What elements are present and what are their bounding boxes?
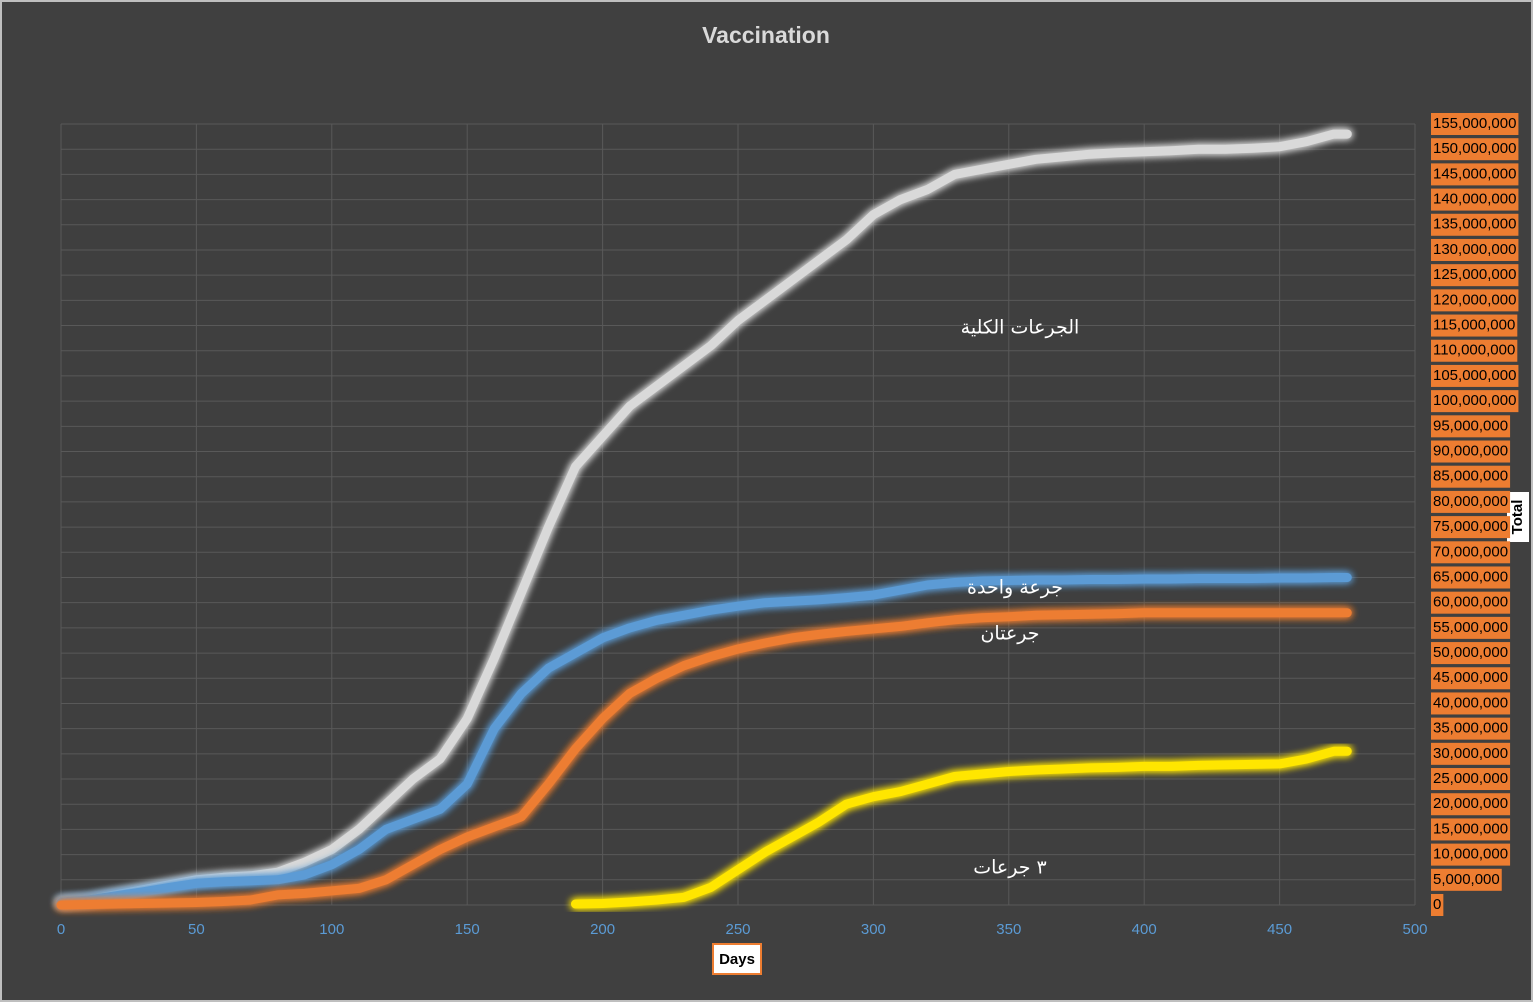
y-tick-label: 10,000,000	[1433, 846, 1508, 863]
y-tick-label: 0	[1433, 896, 1441, 913]
y-tick-label-bg	[1431, 642, 1511, 665]
y-tick-label-bg	[1431, 364, 1519, 387]
y-tick-label: 30,000,000	[1433, 745, 1508, 762]
y-tick-label: 15,000,000	[1433, 820, 1508, 837]
x-label-box	[712, 943, 762, 975]
series-label: الجرعات الكلية	[961, 317, 1080, 339]
y-tick-label: 110,000,000	[1433, 342, 1515, 359]
y-tick-label: 140,000,000	[1433, 191, 1516, 208]
x-tick-label: 500	[1402, 921, 1427, 938]
y-tick-label: 60,000,000	[1433, 594, 1508, 611]
x-tick-label: 150	[455, 921, 480, 938]
y-tick-label-bg	[1431, 213, 1519, 236]
x-tick-label: 300	[861, 921, 886, 938]
y-tick-label-bg	[1431, 163, 1519, 186]
y-tick-label-bg	[1431, 692, 1511, 715]
y-axis-label: Total	[1509, 500, 1526, 535]
y-tick-label: 55,000,000	[1433, 619, 1508, 636]
chart-title: Vaccination	[702, 22, 830, 48]
y-tick-label-bg	[1431, 138, 1519, 161]
series-label: جرعة واحدة	[967, 577, 1063, 599]
y-tick-label-bg	[1431, 818, 1511, 841]
y-tick-label-bg	[1431, 843, 1511, 866]
y-tick-label-bg	[1431, 742, 1511, 765]
y-tick-label: 100,000,000	[1433, 392, 1516, 409]
y-tick-label-bg	[1431, 339, 1518, 362]
y-tick-label: 130,000,000	[1433, 241, 1516, 258]
y-tick-label-bg	[1431, 667, 1511, 690]
y-tick-label-bg	[1431, 238, 1519, 261]
x-tick-label: 250	[725, 921, 750, 938]
y-tick-label-bg	[1431, 390, 1519, 413]
y-label-box	[1507, 492, 1529, 542]
x-axis-label: Days	[719, 951, 755, 968]
y-tick-label: 120,000,000	[1433, 291, 1516, 308]
y-tick-label: 5,000,000	[1433, 871, 1500, 888]
y-tick-label-bg	[1431, 768, 1511, 791]
y-tick-label: 85,000,000	[1433, 468, 1508, 485]
x-tick-label: 0	[57, 921, 65, 938]
y-tick-label: 145,000,000	[1433, 165, 1516, 182]
y-tick-label: 115,000,000	[1433, 317, 1515, 334]
y-tick-label: 105,000,000	[1433, 367, 1516, 384]
y-tick-label-bg	[1431, 868, 1502, 891]
y-tick-label: 80,000,000	[1433, 493, 1508, 510]
y-tick-label-bg	[1431, 289, 1519, 312]
y-tick-label: 25,000,000	[1433, 770, 1508, 787]
series-line	[571, 746, 1352, 909]
y-tick-label-bg	[1431, 894, 1444, 916]
y-tick-label: 20,000,000	[1433, 795, 1508, 812]
series-line	[56, 573, 1352, 907]
x-tick-label: 100	[319, 921, 344, 938]
y-tick-label: 40,000,000	[1433, 694, 1508, 711]
y-tick-label-bg	[1431, 440, 1511, 463]
y-tick-label: 95,000,000	[1433, 417, 1508, 434]
y-tick-label-bg	[1431, 516, 1511, 539]
plot-area: 0 5,000,000 10,000,000 15,000,000 20,000,000…	[56, 113, 1519, 938]
x-tick-label: 450	[1267, 921, 1292, 938]
y-tick-label-bg	[1431, 314, 1518, 337]
y-tick-label: 50,000,000	[1433, 644, 1508, 661]
y-tick-label: 90,000,000	[1433, 442, 1508, 459]
series-label: ٣ جرعات	[973, 857, 1047, 879]
y-tick-label: 65,000,000	[1433, 568, 1508, 585]
y-tick-label: 135,000,000	[1433, 216, 1516, 233]
x-tick-label: 50	[188, 921, 205, 938]
series-label: جرعتان	[980, 623, 1039, 645]
y-tick-label-bg	[1431, 465, 1511, 488]
y-tick-label: 75,000,000	[1433, 518, 1508, 535]
y-tick-label-bg	[1431, 264, 1519, 287]
y-tick-label-bg	[1431, 591, 1511, 614]
y-tick-label-bg	[1431, 566, 1511, 589]
x-tick-label: 200	[590, 921, 615, 938]
series-line	[56, 129, 1352, 907]
y-tick-label: 150,000,000	[1433, 140, 1516, 157]
y-tick-label-bg	[1431, 793, 1511, 816]
y-tick-label-bg	[1431, 415, 1511, 438]
series-line	[56, 608, 1352, 910]
y-tick-label: 45,000,000	[1433, 669, 1508, 686]
y-tick-label-bg	[1431, 113, 1519, 135]
y-tick-label: 125,000,000	[1433, 266, 1516, 283]
y-tick-label-bg	[1431, 717, 1511, 740]
y-tick-label-bg	[1431, 490, 1511, 513]
y-tick-label: 155,000,000	[1433, 115, 1516, 132]
y-tick-label: 70,000,000	[1433, 543, 1508, 560]
y-tick-label: 35,000,000	[1433, 720, 1508, 737]
y-tick-label-bg	[1431, 541, 1511, 564]
x-tick-label: 400	[1132, 921, 1157, 938]
y-tick-label-bg	[1431, 616, 1511, 639]
x-tick-label: 350	[996, 921, 1021, 938]
y-tick-label-bg	[1431, 188, 1519, 211]
